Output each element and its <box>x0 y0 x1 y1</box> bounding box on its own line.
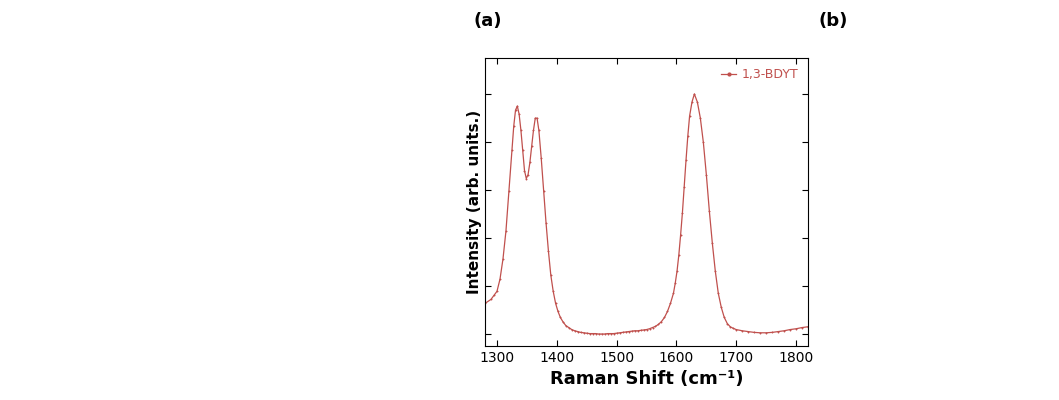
Text: (b): (b) <box>819 12 848 30</box>
X-axis label: Raman Shift (cm⁻¹): Raman Shift (cm⁻¹) <box>550 370 743 388</box>
Text: (a): (a) <box>473 12 502 30</box>
Legend: 1,3-BDYT: 1,3-BDYT <box>718 64 802 85</box>
Y-axis label: Intensity (arb. units.): Intensity (arb. units.) <box>467 110 482 294</box>
